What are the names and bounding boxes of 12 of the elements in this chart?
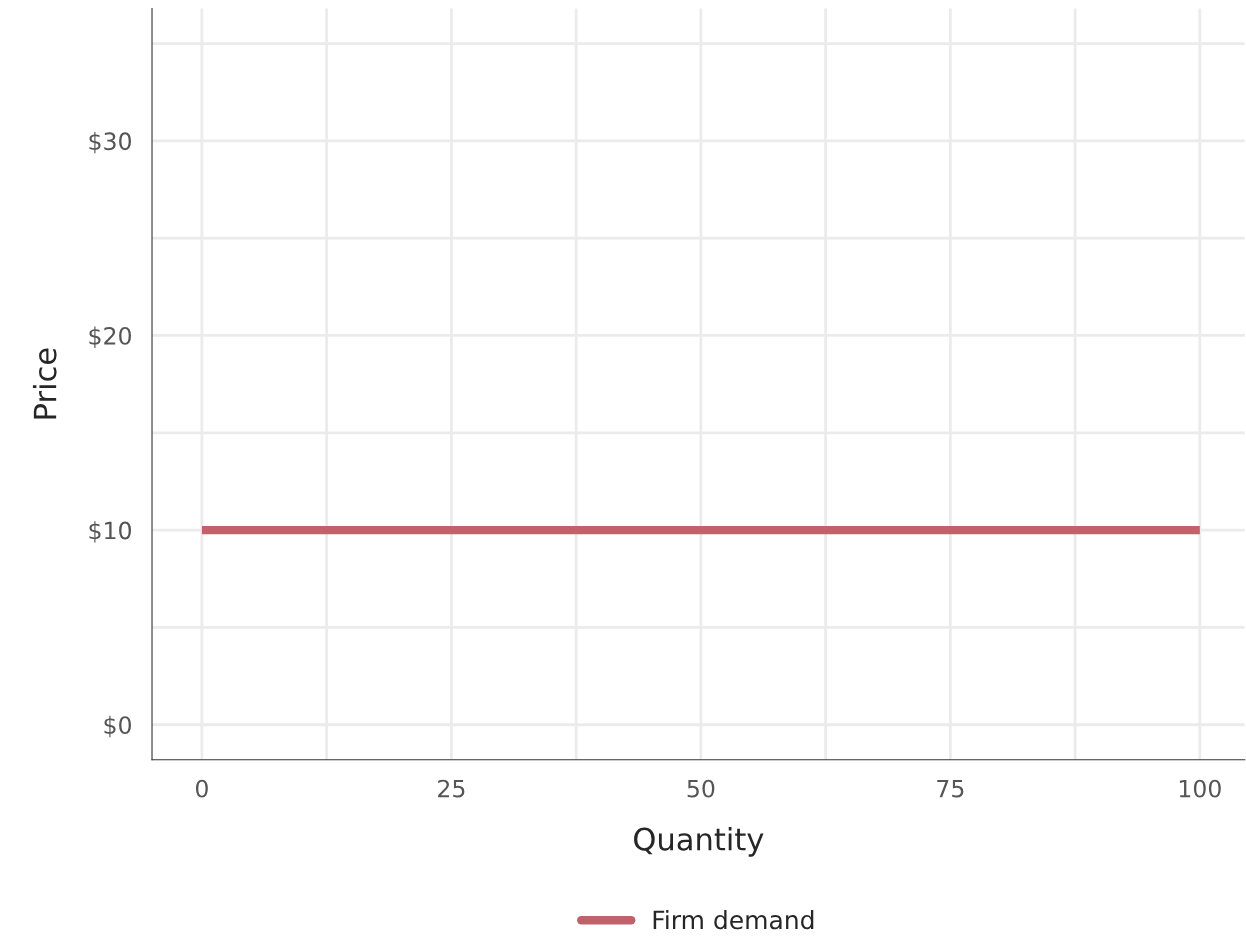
x-axis-title: Quantity — [634, 827, 764, 857]
legend-label: Firm demand — [653, 910, 814, 930]
y-tick-label: $10 — [89, 521, 131, 543]
y-axis-title: Price — [32, 348, 57, 419]
y-tick-label: $20 — [89, 326, 131, 348]
y-tick-label: $0 — [104, 715, 131, 738]
x-tick-label: 25 — [438, 779, 465, 798]
x-tick-label: 50 — [687, 779, 715, 798]
x-tick-label: 100 — [1179, 779, 1221, 798]
y-tick-label: $30 — [89, 131, 131, 154]
x-tick-label: 75 — [937, 779, 964, 798]
x-tick-label: 0 — [195, 779, 208, 798]
